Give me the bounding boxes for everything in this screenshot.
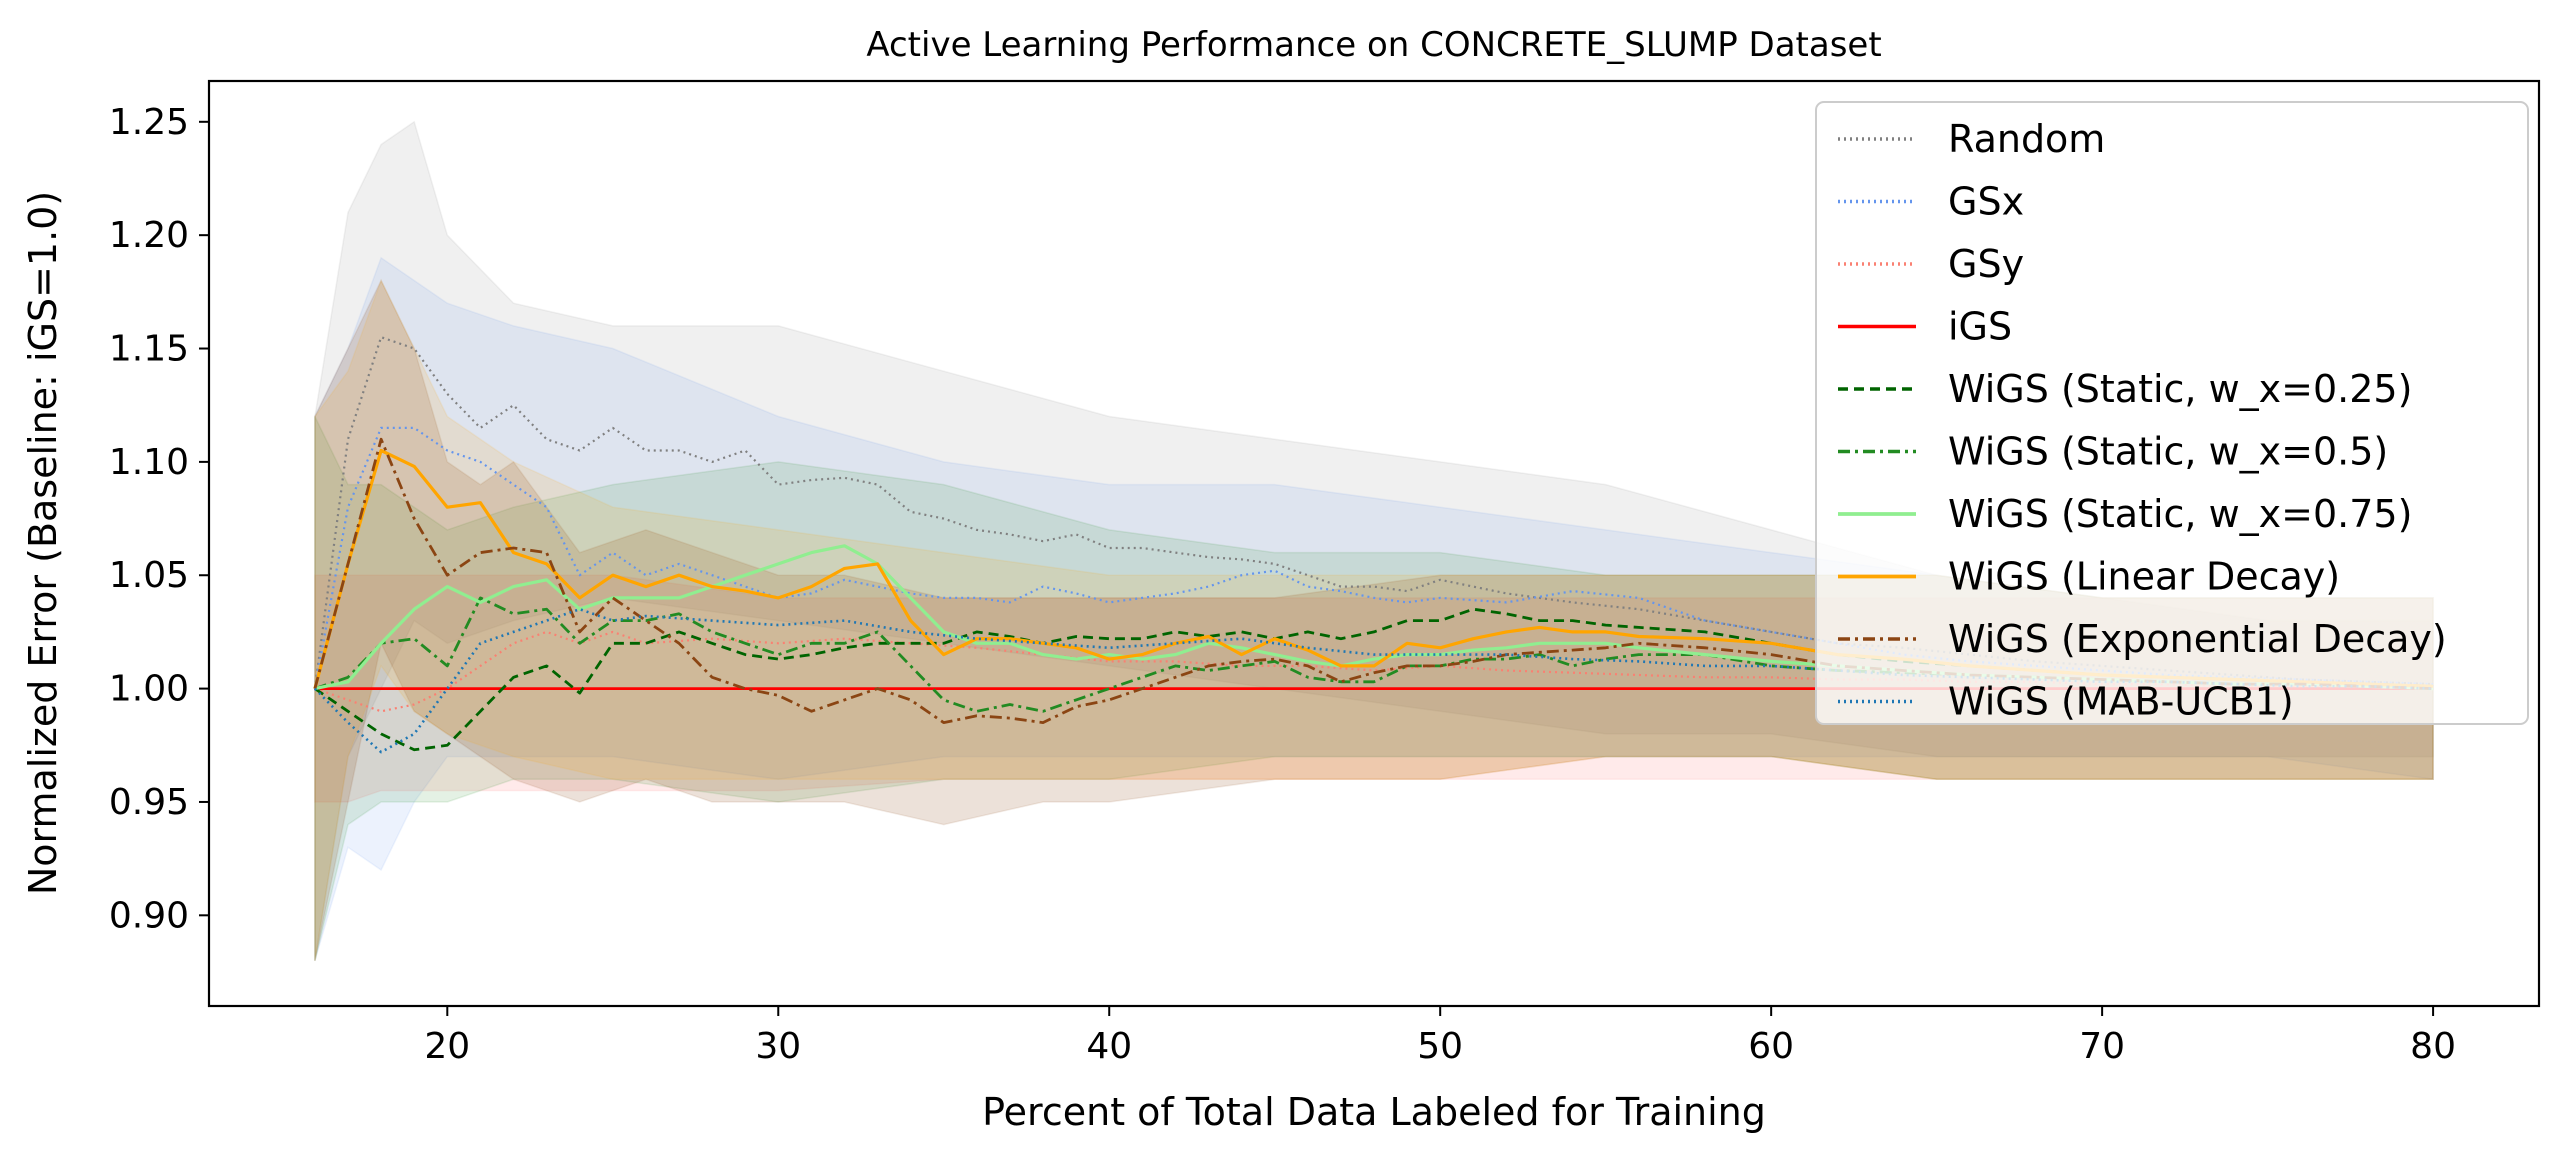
x-tick-label: 70 <box>2079 1026 2125 1067</box>
y-tick-label: 1.20 <box>109 215 189 256</box>
x-axis: 20 30 40 50 60 70 80 <box>424 1006 2456 1067</box>
y-tick-label: 1.25 <box>109 102 189 143</box>
legend-label: WiGS (MAB-UCB1) <box>1948 680 2294 724</box>
legend-label: GSy <box>1948 242 2024 286</box>
x-tick-label: 60 <box>1748 1026 1794 1067</box>
x-tick-label: 20 <box>424 1026 470 1067</box>
x-tick-label: 30 <box>755 1026 801 1067</box>
y-axis: 0.90 0.95 1.00 1.05 1.10 1.15 1.20 1.25 <box>109 102 209 936</box>
plot-area <box>313 120 2434 961</box>
legend-items: Random GSx GSy iGS WiGS (Static, w_x=0.25) Wi… <box>1838 117 2447 724</box>
x-tick-label: 40 <box>1086 1026 1132 1067</box>
x-tick-label: 50 <box>1417 1026 1463 1067</box>
y-tick-label: 1.05 <box>109 555 189 596</box>
series-line-9 <box>313 437 2434 724</box>
legend-label: iGS <box>1948 305 2012 349</box>
legend-label: WiGS (Static, w_x=0.5) <box>1948 430 2388 474</box>
y-tick-label: 0.95 <box>109 782 189 823</box>
chart-title: Active Learning Performance on CONCRETE_… <box>866 25 1881 65</box>
x-tick-label: 80 <box>2410 1026 2456 1067</box>
series-line-10 <box>313 607 2434 754</box>
series-line-2 <box>313 426 2434 689</box>
legend-label: WiGS (Linear Decay) <box>1948 555 2340 599</box>
legend-box <box>1815 101 2529 725</box>
y-tick-label: 1.15 <box>109 329 189 370</box>
plot-frame <box>207 79 2541 1008</box>
legend: Random GSx GSy iGS WiGS (Static, w_x=0.25) Wi… <box>1815 101 2529 725</box>
series-line-3 <box>314 630 2434 713</box>
legend-label: WiGS (Exponential Decay) <box>1948 617 2447 661</box>
legend-label: WiGS (Static, w_x=0.25) <box>1948 367 2412 411</box>
y-tick-label: 0.90 <box>109 895 189 936</box>
confidence-band-5 <box>314 278 2434 961</box>
confidence-band-2 <box>314 256 2434 961</box>
y-axis-label: Normalized Error (Baseline: iGS=1.0) <box>21 191 65 895</box>
legend-label: GSx <box>1948 180 2024 224</box>
confidence-band-1 <box>314 120 2434 961</box>
y-tick-label: 1.00 <box>109 669 189 710</box>
legend-label: Random <box>1948 117 2105 161</box>
legend-label: WiGS (Static, w_x=0.75) <box>1948 492 2412 536</box>
y-tick-label: 1.10 <box>109 442 189 483</box>
x-axis-label: Percent of Total Data Labeled for Traini… <box>982 1090 1766 1134</box>
confidence-band-6 <box>314 278 2434 961</box>
